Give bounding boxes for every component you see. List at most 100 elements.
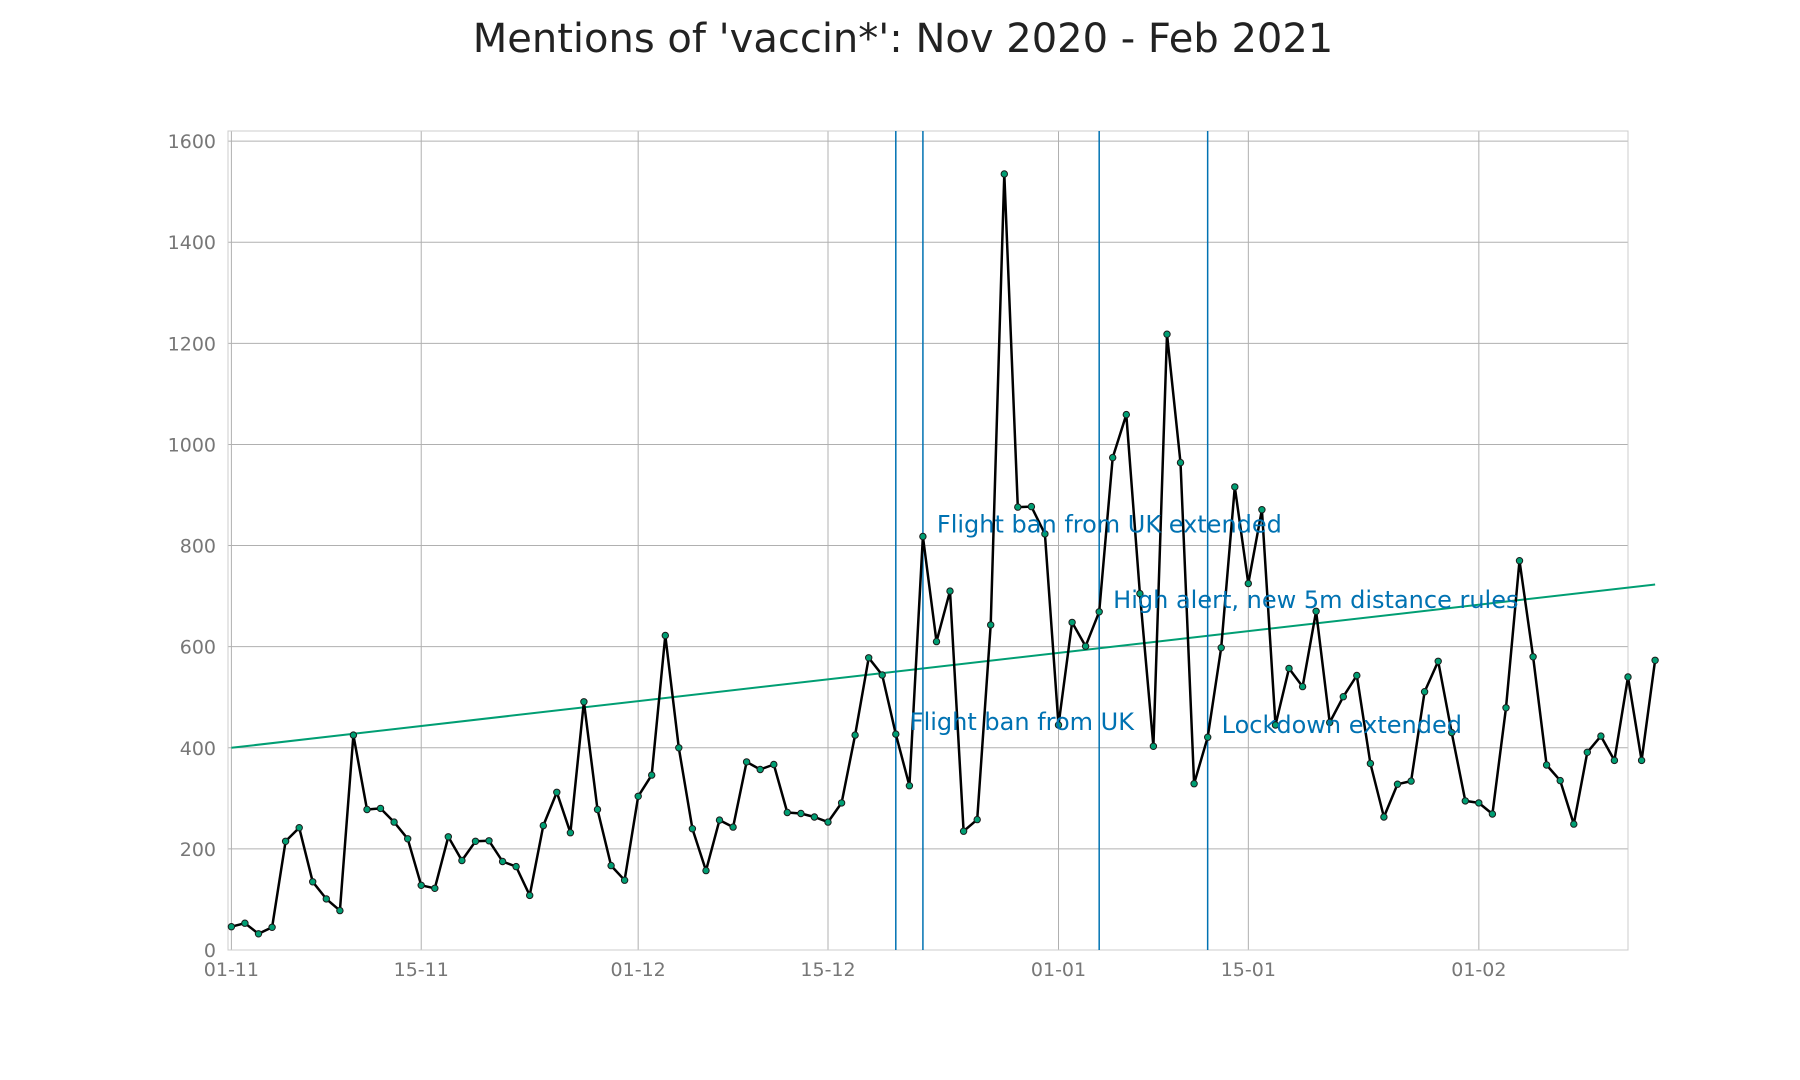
data-point bbox=[593, 805, 602, 814]
series-layer bbox=[227, 170, 1659, 938]
data-point bbox=[1190, 780, 1198, 788]
y-tick-label: 0 bbox=[204, 940, 216, 962]
y-tick-label: 1600 bbox=[168, 131, 216, 153]
y-tick-label: 1200 bbox=[168, 333, 216, 355]
data-point bbox=[1027, 502, 1036, 511]
data-point bbox=[810, 813, 819, 821]
data-point bbox=[1054, 721, 1063, 729]
data-point bbox=[539, 821, 547, 830]
data-point bbox=[1570, 820, 1578, 828]
data-point bbox=[1339, 693, 1348, 701]
event-annotation-label: Flight ban from UK bbox=[910, 708, 1135, 736]
data-point bbox=[1326, 718, 1334, 727]
data-point bbox=[512, 862, 520, 871]
x-tick-label: 01-12 bbox=[611, 959, 666, 981]
data-point bbox=[824, 818, 832, 826]
data-point bbox=[688, 825, 697, 833]
data-point bbox=[458, 856, 466, 865]
data-point bbox=[1285, 664, 1293, 673]
x-tick-label: 15-11 bbox=[394, 959, 449, 981]
data-point bbox=[1502, 704, 1510, 712]
data-point bbox=[1380, 813, 1388, 821]
data-point bbox=[404, 835, 412, 843]
data-point bbox=[295, 824, 303, 832]
data-point bbox=[865, 654, 873, 662]
y-tick-label: 400 bbox=[180, 738, 216, 760]
data-point bbox=[1542, 761, 1551, 769]
data-point bbox=[1488, 810, 1497, 818]
trend-layer bbox=[231, 583, 1656, 749]
data-point bbox=[946, 587, 954, 595]
data-point bbox=[1583, 748, 1592, 756]
data-point bbox=[417, 881, 425, 889]
x-tick-label: 01-02 bbox=[1451, 959, 1506, 981]
data-point bbox=[485, 837, 493, 845]
data-point bbox=[892, 730, 900, 738]
data-point bbox=[1136, 589, 1144, 598]
data-point bbox=[905, 782, 914, 790]
y-tick-label: 200 bbox=[180, 839, 216, 861]
event-annotation-label: High alert, new 5m distance rules bbox=[1113, 586, 1518, 614]
annotation-labels: Flight ban from UK Flight ban from UK ext… bbox=[910, 510, 1519, 739]
data-point bbox=[634, 792, 642, 800]
data-point bbox=[620, 876, 629, 884]
data-point bbox=[878, 671, 886, 679]
data-point bbox=[1204, 733, 1212, 741]
data-point bbox=[702, 866, 710, 875]
data-point bbox=[973, 815, 981, 824]
data-point bbox=[1407, 777, 1415, 785]
data-point bbox=[336, 906, 344, 915]
data-point bbox=[607, 861, 615, 870]
data-point bbox=[1461, 797, 1470, 805]
data-point bbox=[349, 731, 358, 739]
grid-lines bbox=[228, 131, 1628, 951]
data-point bbox=[1434, 657, 1442, 665]
data-point bbox=[1312, 607, 1320, 615]
data-point bbox=[987, 621, 995, 629]
trend-line bbox=[231, 583, 1656, 749]
data-point bbox=[1258, 506, 1266, 514]
data-point bbox=[1122, 410, 1131, 419]
data-point bbox=[675, 744, 683, 752]
data-point bbox=[1000, 170, 1008, 178]
data-point bbox=[851, 731, 859, 739]
data-point bbox=[648, 771, 656, 779]
data-point bbox=[1163, 330, 1171, 338]
y-tick-label: 600 bbox=[180, 637, 216, 659]
data-point bbox=[1176, 458, 1185, 467]
data-point bbox=[932, 637, 941, 646]
data-point bbox=[1353, 671, 1361, 680]
data-point bbox=[1448, 728, 1456, 737]
chart-title: Mentions of 'vaccin*': Nov 2020 - Feb 20… bbox=[473, 16, 1334, 62]
data-point bbox=[742, 758, 751, 766]
data-point bbox=[1109, 453, 1117, 462]
data-point bbox=[566, 829, 575, 837]
x-axis-ticks: 01-11 15-11 01-12 15-12 01-01 15-01 01-02 bbox=[204, 959, 1507, 981]
y-tick-label: 1400 bbox=[168, 232, 216, 254]
data-point bbox=[1095, 608, 1103, 616]
data-point bbox=[837, 799, 846, 807]
data-point bbox=[797, 809, 805, 818]
data-point bbox=[363, 805, 371, 814]
data-point bbox=[959, 827, 968, 835]
data-point bbox=[376, 804, 385, 813]
x-tick-label: 01-11 bbox=[204, 959, 259, 981]
data-point bbox=[1217, 644, 1225, 652]
data-point bbox=[1651, 656, 1659, 664]
data-point bbox=[254, 930, 263, 938]
data-point bbox=[444, 833, 452, 841]
x-tick-label: 01-01 bbox=[1031, 959, 1086, 981]
series-line bbox=[231, 172, 1657, 936]
data-point bbox=[1298, 682, 1307, 691]
data-point bbox=[580, 698, 588, 706]
data-point bbox=[322, 895, 330, 903]
data-point bbox=[1393, 780, 1402, 788]
data-point bbox=[471, 837, 480, 845]
data-point bbox=[227, 923, 236, 931]
x-tick-label: 15-01 bbox=[1221, 959, 1276, 981]
plot-frame bbox=[227, 130, 1629, 951]
data-point bbox=[1624, 673, 1632, 681]
data-point bbox=[756, 765, 764, 774]
